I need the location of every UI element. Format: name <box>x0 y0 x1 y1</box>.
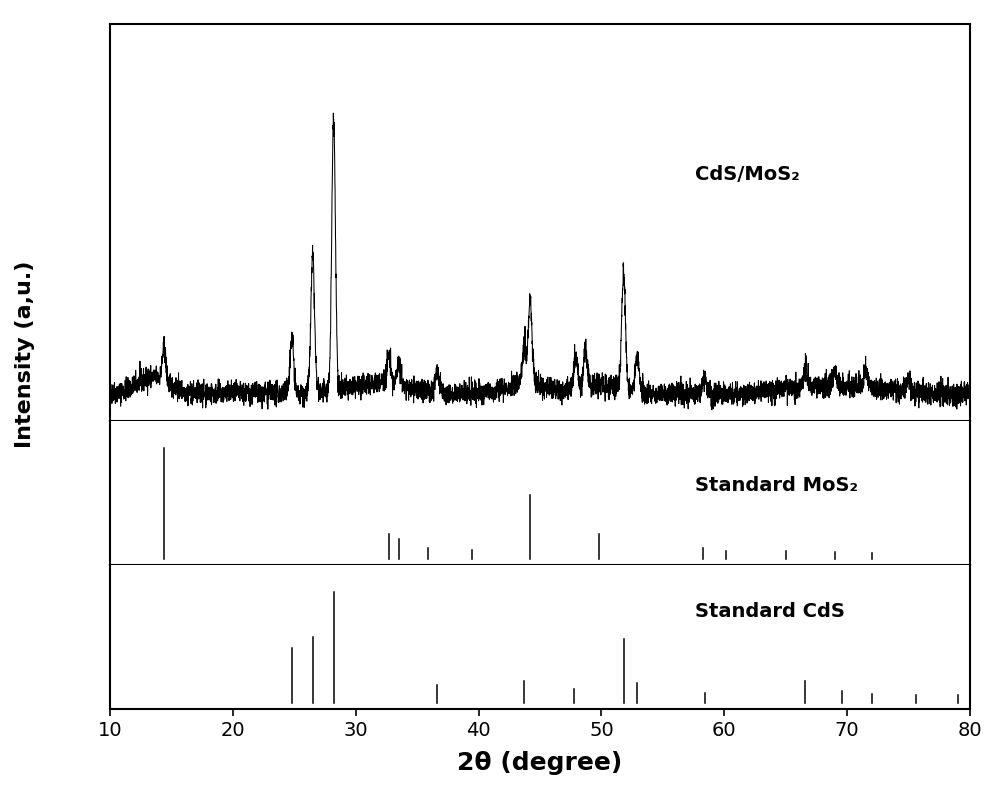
Text: Intensity (a,u.): Intensity (a,u.) <box>15 261 35 448</box>
Text: Standard CdS: Standard CdS <box>695 601 845 621</box>
X-axis label: 2θ (degree): 2θ (degree) <box>457 751 623 775</box>
Text: Standard MoS₂: Standard MoS₂ <box>695 476 858 495</box>
Text: CdS/MoS₂: CdS/MoS₂ <box>695 165 800 184</box>
